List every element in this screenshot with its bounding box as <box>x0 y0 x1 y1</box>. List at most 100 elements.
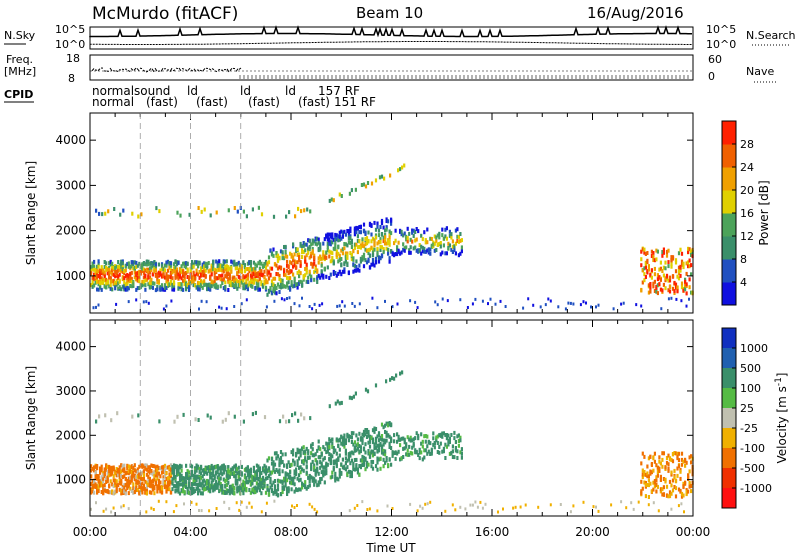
scatter-cell <box>676 456 679 461</box>
scatter-cell <box>646 251 649 255</box>
scatter-cell <box>671 286 675 291</box>
scatter-cell <box>296 282 299 287</box>
scatter-cell <box>444 456 447 460</box>
scatter-cell <box>289 260 292 265</box>
scatter-cell <box>338 304 341 308</box>
scatter-cell <box>343 269 346 274</box>
scatter-cell <box>147 482 150 487</box>
noise-panel: N.Sky 10^5 10^0 10^5 10^0 N.Search <box>4 23 796 51</box>
scatter-cell <box>334 242 337 247</box>
scatter-cell <box>166 259 170 264</box>
scatter-cell <box>326 244 329 249</box>
scatter-cell <box>142 486 145 491</box>
scatter-cell <box>656 473 659 478</box>
scatter-cell <box>175 481 179 486</box>
scatter-cell <box>174 465 177 470</box>
scatter-cell <box>201 481 204 486</box>
scatter-cell <box>127 476 130 481</box>
scatter-cell <box>252 477 255 482</box>
scatter-cell <box>328 232 331 237</box>
scatter-cell <box>362 222 366 227</box>
scatter-cell <box>148 275 151 280</box>
scatter-cell <box>662 477 665 481</box>
scatter-cell <box>290 481 293 486</box>
scatter-cell <box>286 259 289 264</box>
scatter-cell <box>337 234 340 239</box>
scatter-cell <box>656 465 659 470</box>
scatter-cell <box>236 209 239 214</box>
scatter-cell <box>195 502 198 506</box>
scatter-cell <box>100 265 103 270</box>
scatter-cell <box>355 230 358 235</box>
scatter-cell <box>444 251 447 256</box>
scatter-cell <box>625 506 628 510</box>
scatter-cell <box>641 475 644 480</box>
scatter-cell <box>399 443 402 448</box>
scatter-cell <box>379 441 382 446</box>
scatter-cell <box>141 266 144 270</box>
scatter-cell <box>292 452 295 457</box>
scatter-cell <box>102 491 105 496</box>
scatter-cell <box>105 261 108 266</box>
scatter-cell <box>281 460 284 464</box>
scatter-cell <box>338 269 341 274</box>
scatter-cell <box>314 468 317 473</box>
scatter-cell <box>222 490 225 495</box>
scatter-cell <box>230 259 233 264</box>
scatter-cell <box>136 278 139 283</box>
scatter-cell <box>329 250 332 255</box>
scatter-cell <box>374 235 378 240</box>
scatter-cell <box>340 434 343 439</box>
scatter-cell <box>225 473 228 478</box>
scatter-cell <box>248 266 251 271</box>
scatter-cell <box>649 469 652 474</box>
scatter-cell <box>273 469 277 474</box>
scatter-cell <box>298 465 301 470</box>
scatter-cell <box>674 486 678 491</box>
scatter-cell <box>219 465 222 470</box>
scatter-cell <box>350 240 353 245</box>
scatter-cell <box>685 271 688 276</box>
scatter-cell <box>436 450 439 454</box>
scatter-cell <box>460 238 463 243</box>
scatter-cell <box>174 270 177 275</box>
scatter-cell <box>107 209 110 214</box>
scatter-cell <box>90 468 93 473</box>
freq-mark <box>229 68 233 71</box>
scatter-cell <box>147 259 150 264</box>
scatter-cell <box>295 467 298 472</box>
scatter-cell <box>685 492 688 497</box>
scatter-cell <box>335 476 338 481</box>
scatter-cell <box>286 297 288 300</box>
scatter-cell <box>162 307 165 311</box>
scatter-cell <box>355 463 358 468</box>
scatter-cell <box>313 482 316 487</box>
scatter-cell <box>290 283 293 288</box>
scatter-cell <box>346 243 349 248</box>
scatter-cell <box>230 266 233 271</box>
scatter-cell <box>266 468 269 473</box>
scatter-cell <box>213 485 216 490</box>
scatter-cell <box>396 245 399 250</box>
scatter-cell <box>171 481 174 486</box>
scatter-cell <box>257 271 260 276</box>
scatter-cell <box>257 205 260 210</box>
scatter-cell <box>209 475 212 480</box>
scatter-cell <box>641 486 644 491</box>
scatter-cell <box>650 254 653 258</box>
scatter-cell <box>145 260 148 265</box>
scatter-cell <box>185 271 188 275</box>
scatter-cell <box>240 264 243 269</box>
scatter-cell <box>204 274 207 279</box>
scatter-cell <box>364 450 367 455</box>
scatter-cell <box>679 247 682 252</box>
scatter-cell <box>308 244 311 249</box>
scatter-cell <box>347 469 350 474</box>
scatter-cell <box>293 482 296 487</box>
scatter-cell <box>154 470 157 475</box>
scatter-cell <box>408 248 411 253</box>
scatter-cell <box>374 445 378 450</box>
scatter-cell <box>273 290 277 295</box>
scatter-cell <box>384 237 387 242</box>
scatter-cell <box>165 476 168 481</box>
